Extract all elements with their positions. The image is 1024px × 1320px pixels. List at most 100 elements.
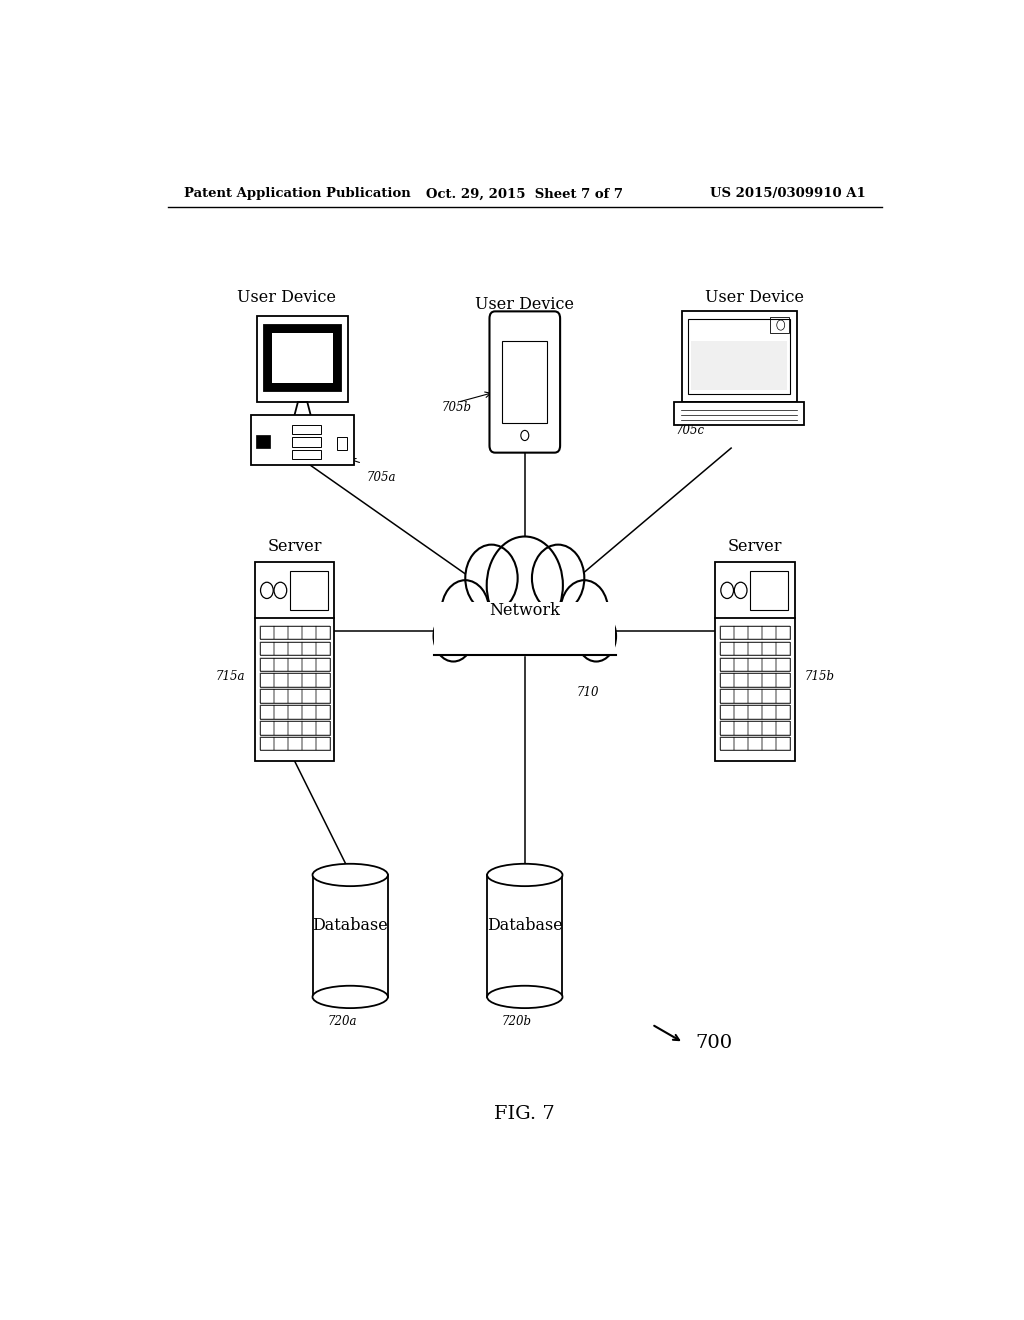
- Bar: [302, 642, 315, 655]
- Bar: [715, 562, 795, 760]
- Bar: [502, 342, 548, 422]
- Bar: [273, 626, 288, 639]
- Text: 715a: 715a: [216, 671, 246, 684]
- Text: 700: 700: [695, 1034, 732, 1052]
- Bar: [256, 434, 270, 447]
- Bar: [273, 673, 288, 686]
- Bar: [734, 689, 748, 702]
- Bar: [776, 721, 790, 734]
- Bar: [315, 721, 330, 734]
- Bar: [315, 737, 330, 751]
- Bar: [487, 875, 562, 997]
- Bar: [762, 705, 776, 718]
- Ellipse shape: [487, 863, 562, 886]
- Bar: [776, 657, 790, 671]
- Bar: [292, 425, 322, 434]
- Bar: [255, 562, 334, 760]
- Bar: [260, 705, 330, 718]
- Bar: [734, 626, 748, 639]
- Text: 705a: 705a: [367, 471, 395, 484]
- Bar: [748, 626, 762, 639]
- Bar: [720, 689, 734, 702]
- Text: Database: Database: [312, 917, 388, 935]
- Bar: [720, 642, 734, 655]
- Bar: [312, 875, 388, 997]
- Bar: [675, 403, 804, 425]
- Bar: [748, 689, 762, 702]
- Bar: [288, 657, 302, 671]
- Bar: [770, 317, 790, 333]
- Bar: [762, 657, 776, 671]
- Bar: [260, 705, 273, 718]
- Bar: [260, 657, 330, 671]
- Bar: [302, 626, 315, 639]
- Bar: [734, 737, 748, 751]
- Ellipse shape: [312, 986, 388, 1008]
- Bar: [315, 705, 330, 718]
- Text: 720a: 720a: [328, 1015, 357, 1028]
- Text: User Device: User Device: [238, 289, 336, 306]
- Bar: [734, 657, 748, 671]
- Bar: [688, 319, 791, 395]
- Bar: [260, 673, 330, 686]
- Bar: [302, 689, 315, 702]
- Circle shape: [531, 545, 585, 611]
- Bar: [776, 673, 790, 686]
- Text: 710: 710: [577, 685, 599, 698]
- Bar: [292, 437, 322, 446]
- Bar: [315, 657, 330, 671]
- Text: Server: Server: [267, 537, 322, 554]
- Circle shape: [465, 545, 518, 611]
- Bar: [762, 737, 776, 751]
- Bar: [691, 342, 787, 391]
- Bar: [260, 657, 273, 671]
- Bar: [734, 721, 748, 734]
- Text: User Device: User Device: [706, 289, 805, 306]
- Bar: [762, 626, 776, 639]
- Bar: [720, 705, 790, 718]
- Bar: [751, 570, 788, 610]
- Bar: [315, 689, 330, 702]
- FancyBboxPatch shape: [489, 312, 560, 453]
- Text: Oct. 29, 2015  Sheet 7 of 7: Oct. 29, 2015 Sheet 7 of 7: [426, 187, 624, 201]
- Bar: [748, 721, 762, 734]
- Bar: [288, 673, 302, 686]
- Bar: [720, 721, 790, 734]
- Bar: [720, 626, 734, 639]
- Bar: [748, 642, 762, 655]
- Bar: [762, 721, 776, 734]
- Text: User Device: User Device: [475, 296, 574, 313]
- Bar: [288, 721, 302, 734]
- Text: 705c: 705c: [676, 424, 705, 437]
- Bar: [748, 737, 762, 751]
- Bar: [720, 657, 790, 671]
- Bar: [273, 642, 288, 655]
- Bar: [260, 642, 273, 655]
- Bar: [748, 657, 762, 671]
- Bar: [315, 673, 330, 686]
- Bar: [272, 333, 333, 383]
- Bar: [762, 689, 776, 702]
- Bar: [720, 689, 790, 702]
- Bar: [302, 673, 315, 686]
- Text: Database: Database: [487, 917, 562, 935]
- Bar: [302, 705, 315, 718]
- Bar: [315, 626, 330, 639]
- Bar: [762, 673, 776, 686]
- Bar: [251, 414, 354, 466]
- Bar: [720, 737, 734, 751]
- Bar: [260, 721, 273, 734]
- Bar: [257, 315, 348, 403]
- Bar: [290, 570, 328, 610]
- Text: Patent Application Publication: Patent Application Publication: [183, 187, 411, 201]
- Bar: [273, 721, 288, 734]
- Bar: [260, 673, 273, 686]
- Bar: [776, 705, 790, 718]
- Bar: [288, 737, 302, 751]
- Text: 715b: 715b: [804, 671, 835, 684]
- Bar: [273, 705, 288, 718]
- Bar: [260, 642, 330, 655]
- Bar: [260, 689, 273, 702]
- Bar: [776, 737, 790, 751]
- Bar: [260, 737, 330, 751]
